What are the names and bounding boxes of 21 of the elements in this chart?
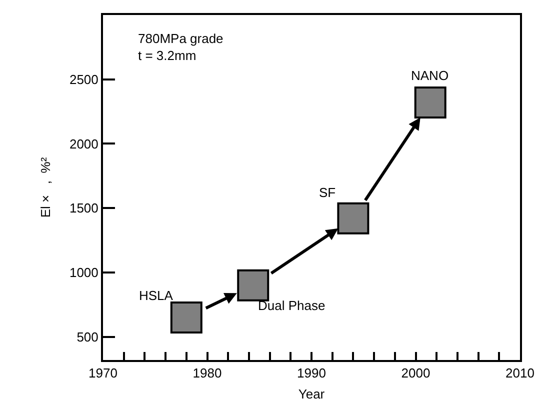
x-tick-label: 1970 bbox=[88, 366, 118, 381]
y-axis-title: El × , %² bbox=[38, 156, 53, 218]
point bbox=[170, 302, 202, 334]
x-tick-label: 1990 bbox=[297, 366, 326, 381]
annotation: Dual Phase bbox=[258, 298, 326, 313]
x-tick-label: 1980 bbox=[192, 366, 222, 381]
annotation: 780MPa grade t = 3.2mm bbox=[138, 31, 224, 63]
y-tick-label: 2500 bbox=[69, 72, 98, 87]
y-tick-label: 500 bbox=[76, 329, 98, 344]
annotation: SF bbox=[319, 185, 336, 200]
annotation: NANO bbox=[411, 68, 449, 83]
y-tick-label: 1000 bbox=[69, 265, 98, 280]
annotation: HSLA bbox=[139, 288, 174, 303]
point bbox=[414, 86, 446, 119]
x-axis-title: Year bbox=[298, 386, 326, 402]
x-tick-label: 2000 bbox=[401, 366, 430, 381]
x-tick-label: 2010 bbox=[506, 366, 534, 381]
point bbox=[337, 202, 370, 234]
y-tick-label: 2000 bbox=[69, 136, 98, 152]
y-tick-label: 1500 bbox=[69, 200, 98, 216]
point bbox=[237, 269, 270, 302]
